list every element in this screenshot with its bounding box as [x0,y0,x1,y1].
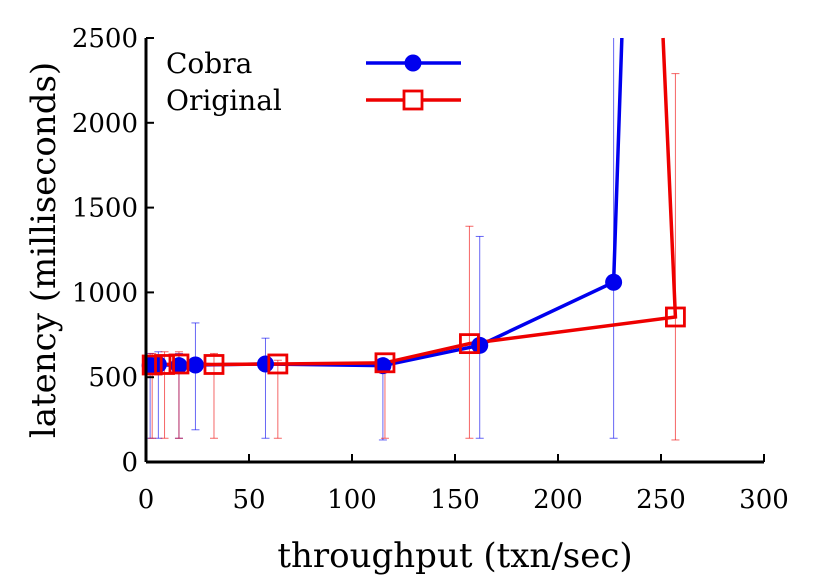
cobra-point [374,357,392,375]
x-ticks: 0 50 100 150 200 250 300 [138,454,789,515]
y-ticks: 0 500 1000 1500 2000 2500 [72,24,154,478]
original-point [154,354,175,375]
original-point [665,306,686,328]
legend-label-cobra: Cobra [166,47,252,80]
cobra-point [256,355,274,373]
x-tick-label: 50 [232,485,265,515]
x-tick-label: 150 [430,485,480,515]
y-tick-label: 0 [121,448,138,478]
y-tick-label: 2000 [72,109,138,139]
x-tick-label: 250 [636,485,686,515]
original-point [168,353,190,375]
y-tick-label: 2500 [72,24,138,54]
y-tick-label: 1500 [72,194,138,224]
original-point [459,333,480,355]
cobra-error-bar [261,337,270,439]
cobra-point [186,356,204,374]
legend-marker-original [402,89,424,111]
x-tick-label: 200 [533,485,583,515]
y-tick-label: 500 [88,363,138,393]
cobra-point [605,273,623,291]
legend-label-original: Original [166,84,282,117]
legend-marker-cobra [404,54,422,72]
x-tick-label: 0 [138,485,155,515]
original-error-bar [209,352,218,439]
original-point [203,354,225,375]
original-point [267,353,289,375]
y-tick-label: 1000 [72,278,138,308]
legend: Cobra Original [166,47,461,117]
x-tick-label: 100 [327,485,377,515]
original-point [141,354,163,376]
x-axis-label: throughput (txn/sec) [277,536,632,576]
cobra-error-bar [191,322,200,431]
original-point [374,352,396,374]
original-error-bar [465,225,474,439]
x-tick-label: 300 [739,485,789,515]
cobra-point [149,355,167,373]
original-error-bar [671,73,680,441]
y-axis-label: latency (milliseconds) [24,62,64,438]
